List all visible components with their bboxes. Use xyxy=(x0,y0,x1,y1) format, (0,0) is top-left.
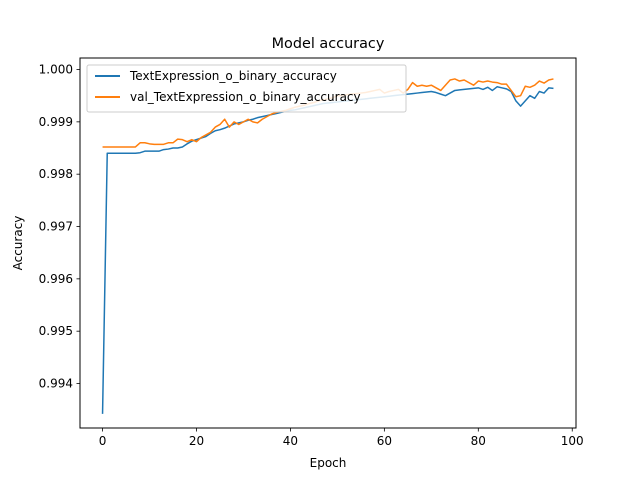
x-tick-label: 100 xyxy=(561,434,584,448)
x-axis: 0 20 40 60 80 100 xyxy=(99,428,584,448)
plot-background xyxy=(80,58,576,428)
legend-box xyxy=(86,64,407,113)
legend: TextExpression_o_binary_accuracy val_Tex… xyxy=(86,64,407,113)
x-tick-label: 40 xyxy=(283,434,298,448)
x-tick-label: 80 xyxy=(471,434,486,448)
y-tick-label: 0.994 xyxy=(39,377,73,391)
y-tick-label: 0.999 xyxy=(39,115,73,129)
y-tick-label: 0.997 xyxy=(39,220,73,234)
y-tick-label: 1.000 xyxy=(39,63,73,77)
y-axis-label: Accuracy xyxy=(11,216,25,271)
y-axis: 0.994 0.995 0.996 0.997 0.998 0.999 1.000 xyxy=(39,63,80,391)
x-axis-label: Epoch xyxy=(310,456,347,470)
y-tick-label: 0.996 xyxy=(39,272,73,286)
legend-label-train: TextExpression_o_binary_accuracy xyxy=(129,69,337,83)
legend-label-val: val_TextExpression_o_binary_accuracy xyxy=(130,90,361,104)
x-tick-label: 20 xyxy=(189,434,204,448)
x-tick-label: 0 xyxy=(99,434,107,448)
x-tick-label: 60 xyxy=(377,434,392,448)
y-tick-label: 0.995 xyxy=(39,324,73,338)
chart-title: Model accuracy xyxy=(272,36,385,52)
y-tick-label: 0.998 xyxy=(39,167,73,181)
plot-frame xyxy=(79,57,577,429)
